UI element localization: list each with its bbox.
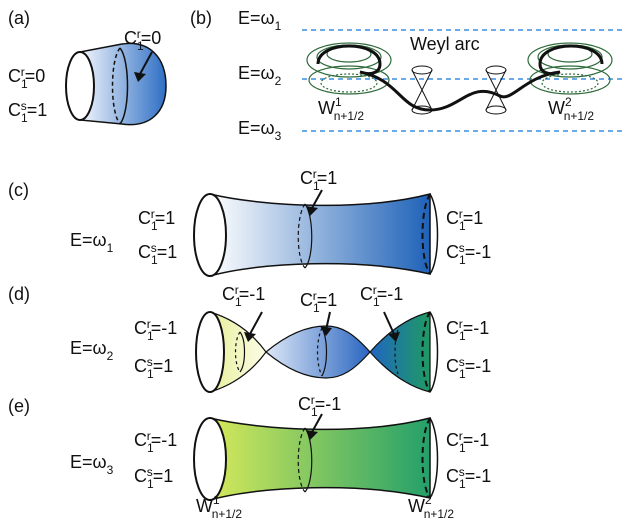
cone-d-left-opening <box>195 311 225 393</box>
arrowhead-d1 <box>244 332 256 342</box>
arrow-a <box>139 51 153 75</box>
arrow-e <box>311 413 323 433</box>
arrowhead-c <box>306 206 318 216</box>
b-energy-1: E=ω1 <box>238 8 282 33</box>
panel-a: (a) C1r=0 C1r=0 C1s=1 <box>8 8 167 126</box>
tube-c-right-solid <box>429 193 439 275</box>
c-mid-cr: C1r=1 <box>300 167 337 193</box>
e-mid-cr: C1r=-1 <box>298 393 341 419</box>
weyl-cone-right <box>485 65 507 115</box>
e-w2: W2 n+1/2 <box>408 493 454 521</box>
d-left-cr: C1r=-1 <box>134 317 177 343</box>
cone-d-left-dashed <box>234 331 241 373</box>
tube-e-right-solid <box>429 417 439 499</box>
panel-d-tag: (d) <box>8 284 30 304</box>
panel-e-tag: (e) <box>8 396 30 416</box>
panel-a-tag: (a) <box>8 8 30 28</box>
c-right-cs: C1s=-1 <box>446 241 491 267</box>
cone-stack-right <box>527 42 613 95</box>
arrowhead-d3 <box>388 332 400 342</box>
panel-b: (b) E=ω1 E=ω2 E=ω3 Weyl arc <box>190 8 622 143</box>
arrow-d1 <box>249 311 263 335</box>
tube-c-right-dashed <box>421 193 431 275</box>
e-right-cs: C1s=-1 <box>446 465 491 491</box>
e-energy: E=ω3 <box>70 452 114 477</box>
arrowhead-e <box>306 430 318 440</box>
b-w2: W2 n+1/2 <box>548 95 594 123</box>
e-w1: W1 n+1/2 <box>196 493 242 521</box>
c-left-cr: C1r=1 <box>138 207 175 233</box>
c-left-cs: C1s=1 <box>138 241 177 267</box>
d-right-cr: C1r=-1 <box>446 317 489 343</box>
tube-c-left-opening <box>193 193 227 277</box>
panel-b-tag: (b) <box>190 8 212 28</box>
e-left-cr: C1r=-1 <box>134 429 177 455</box>
tube-c <box>209 193 431 277</box>
e-right-cr: C1r=-1 <box>446 429 489 455</box>
tube-e-right-dashed <box>421 417 431 499</box>
cone-d-right <box>369 311 431 393</box>
arrow-c <box>311 189 323 209</box>
cap-dashed-loop <box>111 47 121 125</box>
cone-d-left-solid <box>239 331 246 373</box>
a-left-cs: C1s=1 <box>8 99 47 125</box>
b-energy-3: E=ω3 <box>238 118 282 143</box>
e-left-cs: C1s=1 <box>134 465 173 491</box>
weyl-arc-label: Weyl arc <box>410 34 480 54</box>
lens-d-mid-dashed <box>316 327 323 377</box>
arrow-d2 <box>325 311 331 331</box>
weyl-cone-left <box>411 65 433 115</box>
cap-solid-loop <box>119 47 129 125</box>
weyl-arc-curve <box>316 44 604 112</box>
d-left-cs: C1s=1 <box>134 355 173 381</box>
tube-e-left-opening <box>193 417 227 501</box>
cone-d-right-solid <box>429 311 439 393</box>
b-w1: W1 n+1/2 <box>318 95 364 123</box>
arrowhead-a <box>134 72 146 82</box>
tube-e <box>209 417 431 501</box>
a-left-cr: C1r=0 <box>8 65 45 91</box>
d-energy: E=ω2 <box>70 338 114 363</box>
arrow-d3 <box>383 311 395 335</box>
c-energy: E=ω1 <box>70 230 114 255</box>
arrowhead-d2 <box>320 326 332 336</box>
cone-d-right-dashed <box>421 311 431 393</box>
panel-c: (c) C1r=1 C1r=1 C1s=1 E=ω1 C1r=1 C1s=-1 <box>8 167 491 277</box>
panel-c-tag: (c) <box>8 180 29 200</box>
cap-opening <box>65 51 95 121</box>
d-arrow1-cr: C1r=-1 <box>222 283 265 309</box>
d-right-cs: C1s=-1 <box>446 355 491 381</box>
c-right-cr: C1r=1 <box>446 207 483 233</box>
panel-e: (e) C1r=-1 C1r=-1 C1s=1 E=ω3 C1r=-1 C1s=… <box>8 393 491 521</box>
b-energy-2: E=ω2 <box>238 63 282 88</box>
panel-d: (d) C1r=-1 C1r=1 C1r=-1 C1r=-1 C1s=1 E=ω… <box>8 283 491 393</box>
d-arrow2-cr: C1r=1 <box>300 289 337 315</box>
d-arrow3-cr: C1r=-1 <box>360 283 403 309</box>
